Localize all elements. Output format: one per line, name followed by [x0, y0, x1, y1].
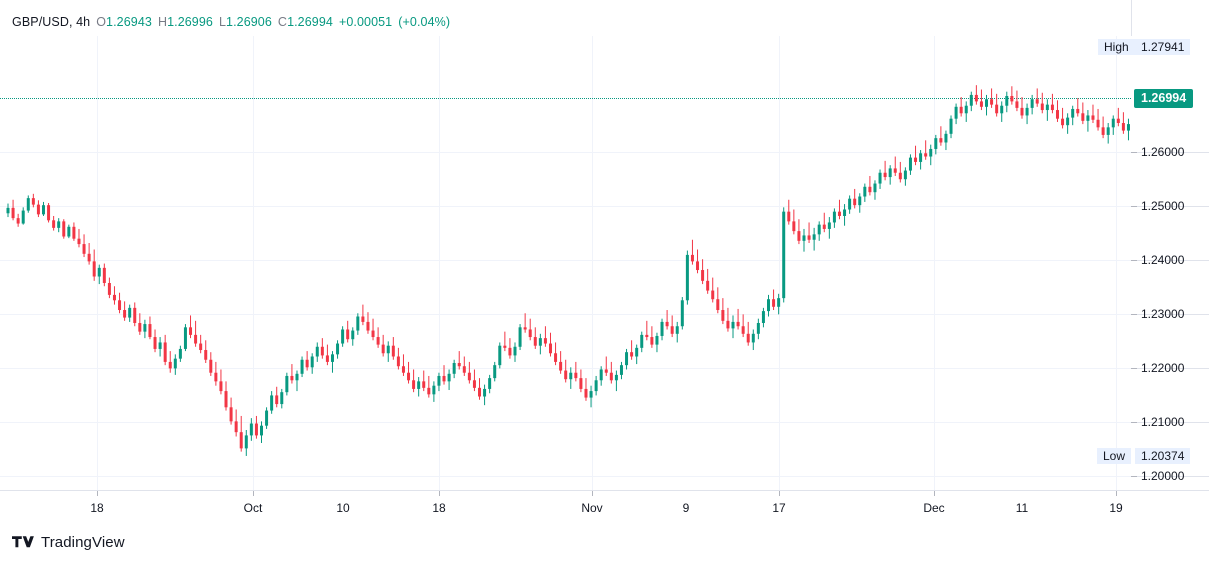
price-axis-label: 1.22000 [1141, 361, 1185, 376]
price-tick [1131, 260, 1209, 262]
open-prefix: O [96, 15, 107, 29]
time-tick [97, 491, 98, 496]
time-tick [253, 491, 254, 496]
tradingview-wordmark: TradingView [41, 534, 125, 551]
high-prefix: H [157, 15, 168, 29]
high-value: 1.26996 [167, 15, 213, 29]
chart-legend: GBP/USD, 4h O1.26943 H1.26996 L1.26906 C1.26… [12, 15, 450, 29]
price-axis-label: 1.23000 [1141, 307, 1185, 322]
price-axis-label: 1.20000 [1141, 469, 1185, 484]
price-tick [1131, 206, 1209, 208]
vertical-gridline [592, 36, 593, 490]
price-axis-label: 1.21000 [1141, 415, 1185, 430]
price-tick [1131, 314, 1209, 316]
price-tick [1131, 422, 1209, 424]
high-marker-value: 1.27941 [1135, 39, 1191, 56]
time-axis[interactable]: 18 Oct 10 18 Nov 9 17 Dec 11 19 [0, 490, 1209, 524]
time-axis-label: 18 [432, 501, 446, 515]
current-price-badge: 1.26994 [1134, 89, 1194, 109]
current-price-line [0, 98, 1131, 100]
price-axis[interactable]: 1.26994 1.26000 1.25000 1.24000 1.23000 1.22… [1131, 36, 1209, 490]
time-axis-label: 11 [1015, 501, 1029, 515]
tradingview-branding[interactable]: TradingView [12, 534, 125, 551]
low-marker-tag: Low [1097, 448, 1132, 465]
price-axis-label: 1.24000 [1141, 253, 1185, 268]
vertical-gridline [97, 36, 98, 490]
chart-plot-area[interactable] [0, 36, 1131, 490]
vertical-gridline [1116, 36, 1117, 490]
time-axis-label: 10 [336, 501, 350, 515]
price-axis-label: 1.25000 [1141, 199, 1185, 214]
time-axis-label: 9 [682, 501, 690, 515]
close-prefix: C [277, 15, 288, 29]
low-prefix: L [218, 15, 227, 29]
vertical-gridline [439, 36, 440, 490]
vertical-gridline [779, 36, 780, 490]
price-tick [1131, 476, 1209, 478]
time-tick [934, 491, 935, 496]
tradingview-logo-icon [12, 535, 34, 547]
horizontal-gridline [0, 260, 1131, 262]
price-tick [1131, 368, 1209, 370]
change-percent: (+0.04%) [398, 15, 451, 29]
low-marker-value: 1.20374 [1135, 448, 1191, 465]
high-marker-tag: High [1098, 39, 1135, 56]
low-value: 1.26906 [226, 15, 272, 29]
time-axis-label: Oct [243, 501, 263, 515]
open-value: 1.26943 [106, 15, 152, 29]
time-axis-label: Nov [581, 501, 603, 515]
close-value: 1.26994 [287, 15, 333, 29]
vertical-gridline [934, 36, 935, 490]
time-tick [1116, 491, 1117, 496]
vertical-gridline [253, 36, 254, 490]
price-tick [1131, 152, 1209, 154]
horizontal-gridline [0, 206, 1131, 208]
time-tick [592, 491, 593, 496]
time-tick [779, 491, 780, 496]
horizontal-gridline [0, 314, 1131, 316]
time-axis-label: Dec [923, 501, 945, 515]
time-axis-label: 18 [90, 501, 104, 515]
symbol-label[interactable]: GBP/USD, 4h [12, 15, 91, 29]
time-tick [439, 491, 440, 496]
horizontal-gridline [0, 422, 1131, 424]
time-axis-label: 17 [772, 501, 786, 515]
horizontal-gridline [0, 476, 1131, 478]
change-value: +0.00051 [338, 15, 393, 29]
chart-footer: TradingView [0, 528, 1209, 564]
price-axis-label: 1.26000 [1141, 145, 1185, 160]
chart-gridlines [0, 36, 1131, 490]
time-axis-label: 19 [1109, 501, 1123, 515]
candlestick-series [6, 85, 1130, 456]
horizontal-gridline [0, 152, 1131, 154]
